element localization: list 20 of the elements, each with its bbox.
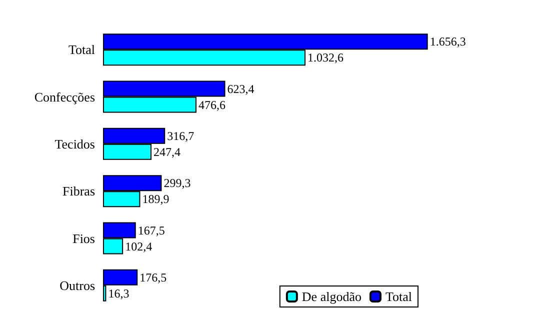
data-label: 176,5 (140, 270, 167, 284)
data-label: 476,6 (198, 98, 226, 112)
legend-label: De algodão (302, 289, 362, 304)
y-tick-label: Total (68, 42, 96, 58)
data-label: 316,7 (167, 128, 194, 143)
data-label: 16,3 (108, 286, 130, 300)
data-label: 1.032,6 (308, 50, 344, 65)
y-tick-label: Fios (72, 230, 95, 246)
legend-label: Total (385, 289, 412, 304)
data-label: 623,4 (227, 82, 254, 96)
y-tick-label: Confecções (34, 89, 95, 104)
data-label: 167,5 (138, 223, 165, 238)
data-label: 102,4 (125, 239, 152, 254)
data-label: 299,3 (164, 176, 191, 190)
y-tick-label: Tecidos (54, 136, 95, 152)
y-tick-label: Outros (60, 278, 95, 293)
data-label: 189,9 (142, 192, 170, 206)
data-label: 1.656,3 (430, 34, 466, 49)
data-label: 247,4 (154, 144, 181, 159)
y-tick-label: Fibras (62, 184, 95, 199)
